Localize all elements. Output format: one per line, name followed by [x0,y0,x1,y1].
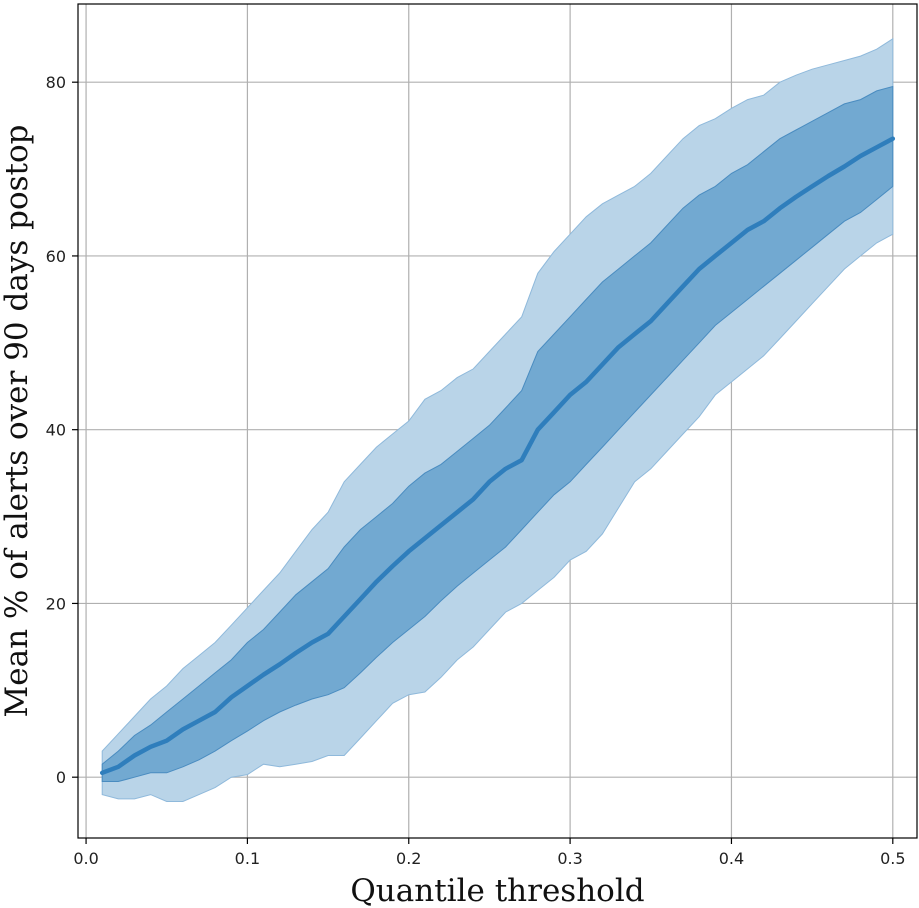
inner-band [101,85,894,782]
y-tick-label: 80 [46,73,66,92]
x-tick-label: 0.5 [880,849,905,868]
x-tick-label: 0.3 [557,849,582,868]
x-tick-label: 0.4 [719,849,744,868]
bands [101,37,894,802]
x-tick-label: 0.2 [396,849,421,868]
y-tick-label: 0 [56,768,66,787]
ticks: 0.0 0.1 0.2 0.3 0.4 0.5 0 20 40 60 80 [46,73,906,868]
y-tick-label: 60 [46,247,66,266]
x-tick-label: 0.1 [235,849,260,868]
x-axis-label: Quantile threshold [350,873,644,908]
plot-frame [77,3,918,839]
y-tick-label: 20 [46,594,66,613]
y-tick-label: 40 [46,421,66,440]
x-tick-label: 0.0 [73,849,98,868]
mean-line [99,136,896,776]
y-axis-label: Mean % of alerts over 90 days postop [0,125,35,718]
mean-line-layer [99,136,896,776]
